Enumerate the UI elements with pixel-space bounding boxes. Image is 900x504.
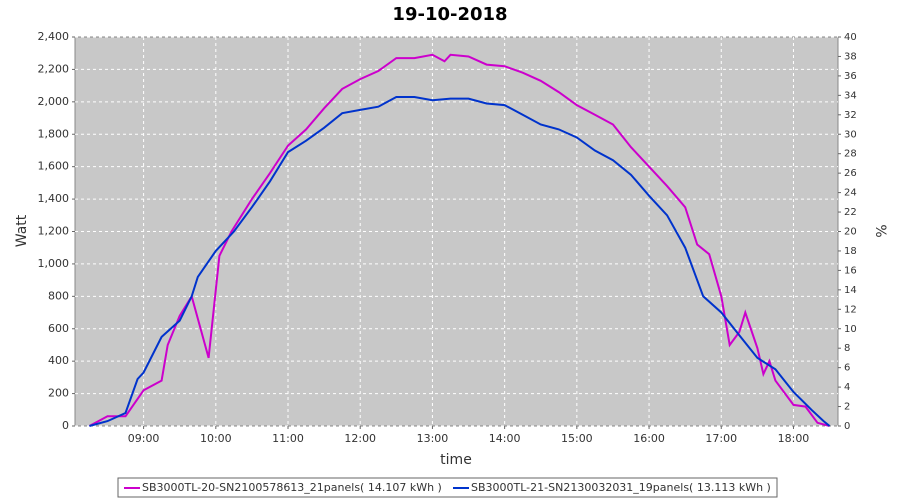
y2-tick-label: 22: [844, 207, 857, 218]
y2-tick-label: 34: [844, 90, 857, 101]
y-tick-label: 1,400: [38, 192, 70, 205]
x-tick-label: 15:00: [561, 432, 593, 445]
legend: [117, 477, 778, 498]
x-axis-title: time: [440, 452, 472, 468]
y-tick-label: 1,800: [38, 127, 70, 140]
y2-tick-label: 0: [844, 421, 850, 432]
y-tick-label: 800: [48, 289, 69, 302]
y2-tick-label: 24: [844, 188, 857, 199]
y2-tick-label: 8: [844, 343, 850, 354]
series-line: [88, 53, 830, 427]
y2-tick-label: 32: [844, 110, 857, 121]
series-line: [89, 96, 831, 427]
x-tick-label: 11:00: [272, 432, 304, 445]
y-tick-label: 1,200: [38, 225, 70, 238]
y2-tick-label: 28: [844, 149, 857, 160]
y-tick-label: 2,200: [38, 62, 70, 75]
y-tick-label: 600: [48, 322, 69, 335]
y2-tick-label: 2: [844, 402, 850, 413]
y-tick-label: 0: [62, 419, 69, 432]
y-axis-title: Watt: [14, 214, 30, 247]
y2-tick-label: 6: [844, 363, 850, 374]
y-tick-label: 2,000: [38, 95, 70, 108]
y2-tick-label: 38: [844, 51, 857, 62]
y2-tick-label: 18: [844, 246, 857, 257]
y-tick-label: 200: [48, 387, 69, 400]
x-tick-label: 09:00: [128, 432, 160, 445]
y2-tick-label: 30: [844, 129, 857, 140]
chart-title: 19-10-2018: [392, 4, 507, 25]
y2-tick-label: 36: [844, 71, 857, 82]
y-tick-label: 400: [48, 354, 69, 367]
y2-tick-label: 4: [844, 382, 850, 393]
y2-tick-label: 16: [844, 265, 857, 276]
y-tick-label: 2,400: [38, 30, 70, 43]
x-tick-label: 16:00: [633, 432, 665, 445]
y-tick-label: 1,600: [38, 160, 70, 173]
y2-axis-title: %: [872, 224, 888, 237]
y2-tick-label: 40: [844, 32, 857, 43]
y2-tick-label: 12: [844, 304, 857, 315]
x-tick-label: 13:00: [417, 432, 449, 445]
y2-tick-label: 20: [844, 227, 857, 238]
legend-label: SB3000TL-21-SN2130032031_19panels( 13.11…: [471, 481, 771, 494]
x-tick-label: 12:00: [344, 432, 376, 445]
y2-tick-label: 26: [844, 168, 857, 179]
x-tick-label: 17:00: [705, 432, 737, 445]
x-tick-label: 18:00: [778, 432, 810, 445]
x-tick-label: 14:00: [489, 432, 521, 445]
x-tick-label: 10:00: [200, 432, 232, 445]
legend-label: SB3000TL-20-SN2100578613_21panels( 14.10…: [142, 481, 442, 494]
y2-tick-label: 14: [844, 285, 857, 296]
y2-tick-label: 10: [844, 324, 857, 335]
y-tick-label: 1,000: [38, 257, 70, 270]
